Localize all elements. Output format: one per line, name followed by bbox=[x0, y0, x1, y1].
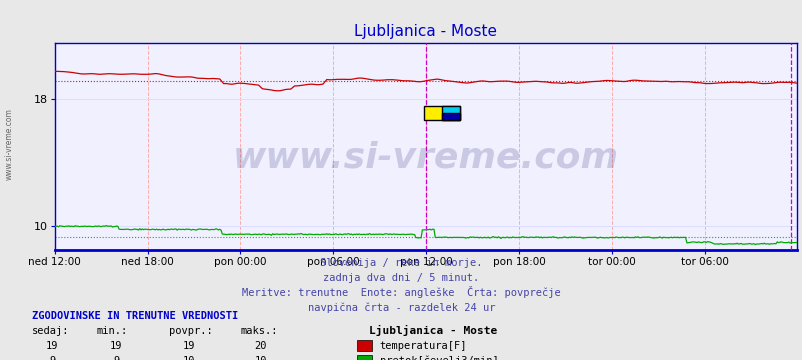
Text: ZGODOVINSKE IN TRENUTNE VREDNOSTI: ZGODOVINSKE IN TRENUTNE VREDNOSTI bbox=[32, 311, 238, 321]
Text: 9: 9 bbox=[49, 356, 55, 360]
Text: temperatura[F]: temperatura[F] bbox=[379, 341, 467, 351]
Text: 19: 19 bbox=[46, 341, 59, 351]
Text: 9: 9 bbox=[113, 356, 119, 360]
Text: maks.:: maks.: bbox=[241, 326, 278, 336]
Text: zadnja dva dni / 5 minut.: zadnja dva dni / 5 minut. bbox=[323, 273, 479, 283]
Text: Meritve: trenutne  Enote: angleške  Črta: povprečje: Meritve: trenutne Enote: angleške Črta: … bbox=[242, 286, 560, 298]
Text: pretok[čevelj3/min]: pretok[čevelj3/min] bbox=[379, 355, 498, 360]
Text: sedaj:: sedaj: bbox=[32, 326, 70, 336]
FancyBboxPatch shape bbox=[441, 106, 460, 120]
Text: 20: 20 bbox=[254, 341, 267, 351]
Text: Slovenija / reke in morje.: Slovenija / reke in morje. bbox=[320, 258, 482, 268]
Text: www.si-vreme.com: www.si-vreme.com bbox=[233, 140, 618, 174]
Text: Ljubljanica - Moste: Ljubljanica - Moste bbox=[369, 325, 497, 336]
Text: navpična črta - razdelek 24 ur: navpična črta - razdelek 24 ur bbox=[307, 302, 495, 313]
Title: Ljubljanica - Moste: Ljubljanica - Moste bbox=[354, 24, 496, 39]
Text: 19: 19 bbox=[110, 341, 123, 351]
Text: 10: 10 bbox=[182, 356, 195, 360]
Text: 19: 19 bbox=[182, 341, 195, 351]
Text: www.si-vreme.com: www.si-vreme.com bbox=[5, 108, 14, 180]
Text: povpr.:: povpr.: bbox=[168, 326, 212, 336]
FancyBboxPatch shape bbox=[423, 106, 460, 120]
Text: 10: 10 bbox=[254, 356, 267, 360]
Text: min.:: min.: bbox=[96, 326, 128, 336]
FancyBboxPatch shape bbox=[441, 113, 460, 120]
